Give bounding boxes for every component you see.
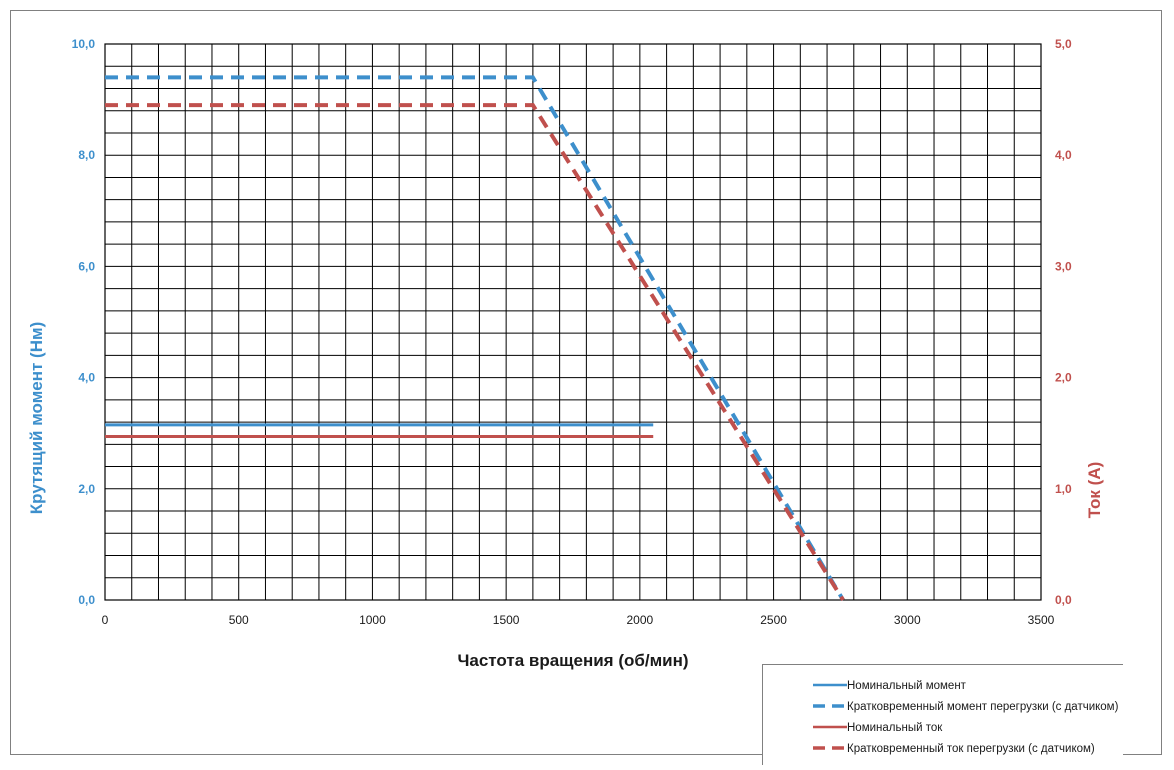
x-tick-label: 500 [229,613,249,627]
legend-label: Кратковременный ток перегрузки (с датчик… [847,743,1095,755]
y-tick-label: 10,0 [72,37,96,51]
y2-tick-label: 1,0 [1055,482,1072,496]
series-line-2 [105,75,845,602]
x-tick-label: 1000 [359,613,386,627]
y-tick-label: 0,0 [78,593,95,607]
x-tick-label: 3000 [894,613,921,627]
y2-axis-label: Ток (А) [1085,462,1104,519]
legend: Номинальный момент Кратковременный момент… [762,664,1123,765]
y-tick-label: 8,0 [78,148,95,162]
y-tick-label: 2,0 [78,482,95,496]
grid [104,43,1042,601]
series-lines [105,75,845,602]
y2-tick-label: 0,0 [1055,593,1072,607]
series-line-4 [105,103,845,602]
legend-label: Номинальный ток [847,722,943,734]
axes: 0 500 1000 1500 2000 2500 3000 35000,02,04,06,0… [72,37,1072,627]
y2-tick-label: 2,0 [1055,371,1072,385]
x-tick-label: 0 [102,613,109,627]
x-tick-label: 2500 [760,613,787,627]
plot-area-border [104,43,1042,601]
x-axis-label: Частота вращения (об/мин) [457,651,688,670]
legend-label: Номинальный момент [847,680,967,692]
y-tick-label: 6,0 [78,259,95,273]
y2-tick-label: 3,0 [1055,259,1072,273]
x-tick-label: 1500 [493,613,520,627]
chart-frame [10,10,1162,755]
y2-tick-label: 5,0 [1055,37,1072,51]
legend-label: Кратковременный момент перегрузки (с дат… [847,701,1119,713]
x-tick-label: 2000 [627,613,654,627]
x-tick-label: 3500 [1028,613,1055,627]
y-tick-label: 4,0 [78,371,95,385]
y2-tick-label: 4,0 [1055,148,1072,162]
y-axis-label: Крутящий момент (Нм) [27,322,46,514]
legend-entries: Номинальный момент Кратковременный момент… [813,680,1119,755]
